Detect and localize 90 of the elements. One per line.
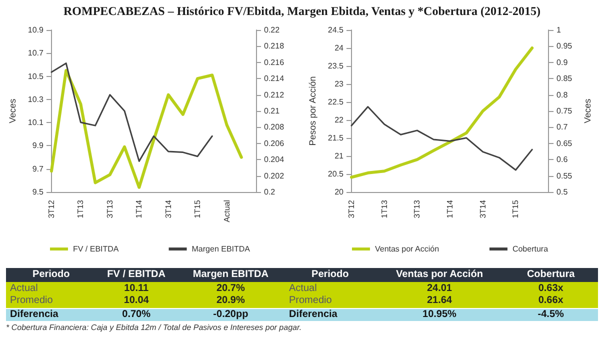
y2-tick-label: 0.85 (556, 74, 573, 84)
text: Margen EBITDA (192, 268, 270, 282)
y2-tick-label: 0.9 (556, 58, 568, 67)
text: 0.70% (121, 308, 152, 321)
legend-label: Cobertura (512, 244, 549, 254)
text: 24.01 (426, 282, 453, 295)
text: 10.95% (422, 308, 458, 321)
x-tick-label: 1T14 (446, 199, 454, 218)
legend-label: Ventas por Acción (374, 244, 440, 254)
line-series (350, 46, 534, 179)
text: 20.9% (216, 295, 246, 308)
y2-tick-label: 0.21 (264, 106, 280, 116)
text: 0.63x (537, 282, 564, 295)
x-tick-label: 1T14 (134, 199, 144, 218)
y-tick-label: 21.5 (328, 134, 344, 142)
text: Periodo (32, 268, 71, 282)
x-tick-label: 3T14 (164, 199, 173, 218)
y-tick-label: 9.7 (32, 164, 44, 174)
x-tick-label: 1T13 (380, 199, 389, 218)
text: * Cobertura Financiera: Caja y Ebitda 12m / Total de Pasivos e Intereses por pagar. (6, 323, 303, 332)
y2-tick-label: 0.75 (556, 106, 573, 116)
text: Diferencia (288, 308, 338, 321)
y-tick-label: 22.5 (328, 98, 344, 106)
text: Actual (9, 282, 39, 295)
y2-tick-label: 0.206 (264, 138, 285, 148)
y-tick-label: 20.5 (328, 170, 344, 178)
y2-axis-title: Veces (582, 98, 592, 124)
y-tick-label: 22 (334, 116, 344, 124)
y-tick-label: 10.7 (28, 48, 44, 58)
y-tick-label: 20 (334, 188, 344, 196)
x-tick-label: 3T13 (412, 199, 422, 218)
x-tick-label: Actual (222, 200, 232, 222)
y-tick-label: 10.9 (28, 26, 44, 34)
y-tick-label: 24 (334, 44, 344, 52)
y2-tick-label: 0.7 (556, 122, 568, 132)
x-tick-label: 1T15 (511, 199, 520, 218)
text: ROMPECABEZAS – Histórico FV/Ebitda, Margen Ebitda, Ventas y *Cobertura (2012-2015) (62, 3, 542, 20)
y2-tick-label: 1 (556, 26, 562, 34)
y2-tick-label: 0.65 (556, 138, 573, 148)
y2-tick-label: 0.202 (264, 171, 285, 180)
x-tick-label: 3T12 (46, 199, 56, 218)
legend-label: FV / EBITDA (72, 244, 120, 254)
text: Promedio (9, 295, 54, 308)
text: Promedio (288, 295, 333, 308)
y2-tick-label: 0.22 (264, 26, 280, 34)
text: -4.5% (536, 308, 565, 321)
y2-tick-label: 0.208 (264, 122, 285, 132)
text: 10.04 (122, 295, 150, 308)
line-series (50, 62, 213, 162)
x-tick-label: 1T13 (76, 199, 86, 218)
line-series (350, 106, 533, 171)
y2-tick-label: 0.204 (264, 155, 285, 164)
y-tick-label: 24.5 (328, 26, 344, 34)
y-tick-label: 9.5 (32, 188, 44, 196)
text: 0.66x (537, 295, 564, 308)
text: -0.20pp (212, 308, 250, 321)
y-tick-label: 10.5 (28, 72, 44, 81)
y-tick-label: 23 (334, 80, 344, 88)
text: 20.7% (216, 282, 246, 295)
y2-tick-label: 0.214 (264, 74, 285, 84)
y2-tick-label: 0.55 (556, 171, 573, 180)
y2-tick-label: 0.218 (264, 42, 285, 51)
y2-tick-label: 0.5 (556, 188, 568, 196)
y-axis-title: Pesos por Acción (308, 76, 318, 146)
y-axis-title: Veces (8, 98, 18, 124)
y-tick-label: 9.9 (32, 141, 44, 150)
text: Periodo (310, 268, 350, 282)
text: 21.64 (426, 295, 453, 308)
y-tick-label: 23.5 (328, 62, 344, 70)
y2-tick-label: 0.212 (264, 90, 285, 100)
text: Actual (288, 282, 318, 295)
y-tick-label: 10.1 (28, 118, 44, 128)
text: FV / EBITDA (106, 268, 166, 282)
y2-tick-label: 0.95 (556, 42, 573, 51)
text: Cobertura (526, 268, 576, 282)
y-tick-label: 10.3 (28, 94, 44, 104)
text: Diferencia (9, 308, 60, 321)
text: Ventas por Acción (395, 268, 484, 282)
y2-tick-label: 0.2 (264, 188, 276, 196)
line-series (50, 69, 243, 189)
text: 10.11 (123, 282, 150, 295)
x-tick-label: 1T15 (193, 199, 202, 218)
y2-tick-label: 0.216 (264, 58, 285, 67)
y2-tick-label: 0.8 (556, 90, 568, 100)
x-tick-label: 3T12 (346, 199, 356, 218)
y2-tick-label: 0.6 (556, 155, 568, 164)
x-tick-label: 3T14 (478, 199, 488, 218)
legend-label: Margen EBITDA (192, 244, 251, 254)
x-tick-label: 3T13 (105, 199, 114, 218)
y-tick-label: 21 (334, 152, 344, 160)
